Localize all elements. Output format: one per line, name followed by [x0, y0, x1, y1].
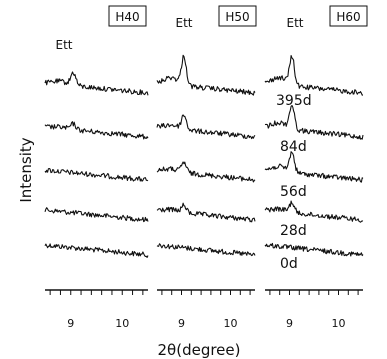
panel-label-box: [329, 5, 368, 27]
peak-annotation: Ett: [176, 16, 193, 30]
trace-h50-84d: [156, 114, 256, 140]
trace-h60-0d: [264, 242, 364, 257]
trace-h40-0d: [44, 243, 149, 258]
x-tick-label: 10: [332, 317, 346, 330]
sample-label-0d: 0d: [280, 256, 298, 272]
trace-layer: [44, 54, 364, 258]
trace-h60-28d: [264, 200, 364, 223]
sample-label-395d: 395d: [276, 93, 312, 109]
trace-h60-84d: [264, 104, 364, 140]
trace-h40-28d: [44, 207, 149, 223]
trace-h40-56d: [44, 167, 149, 182]
panel-label: H50: [225, 10, 249, 24]
x-tick-label: 10: [115, 317, 129, 330]
y-axis-label: Intensity: [17, 137, 35, 202]
trace-h60-56d: [264, 151, 364, 183]
x-tick-label: 10: [224, 317, 238, 330]
panel-label-box: [218, 5, 257, 27]
x-axis-label: 2θ(degree): [158, 341, 241, 359]
trace-h40-395d: [44, 71, 149, 96]
panel-label: H40: [115, 10, 139, 24]
sample-label-56d: 56d: [280, 184, 307, 200]
peak-annotation: Ett: [287, 16, 304, 30]
trace-h40-84d: [44, 121, 149, 140]
peak-annotation: Ett: [56, 38, 73, 52]
x-tick-label: 9: [286, 317, 293, 330]
axis-layer: 9 10 H40 Ett 9 10 H50 Ett 9 10 H60 Ett 0d 28d 56d 84d 39…: [45, 5, 368, 330]
x-tick-label: 9: [178, 317, 185, 330]
trace-h60-395d: [264, 55, 363, 96]
panel-label: H60: [336, 10, 360, 24]
trace-h50-395d: [156, 54, 256, 96]
trace-h50-28d: [156, 202, 256, 223]
trace-h50-56d: [156, 161, 256, 183]
panel-label-box: [108, 5, 147, 27]
x-tick-label: 9: [67, 317, 74, 330]
sample-label-84d: 84d: [280, 139, 307, 155]
trace-h50-0d: [156, 243, 256, 257]
sample-label-28d: 28d: [280, 223, 307, 239]
